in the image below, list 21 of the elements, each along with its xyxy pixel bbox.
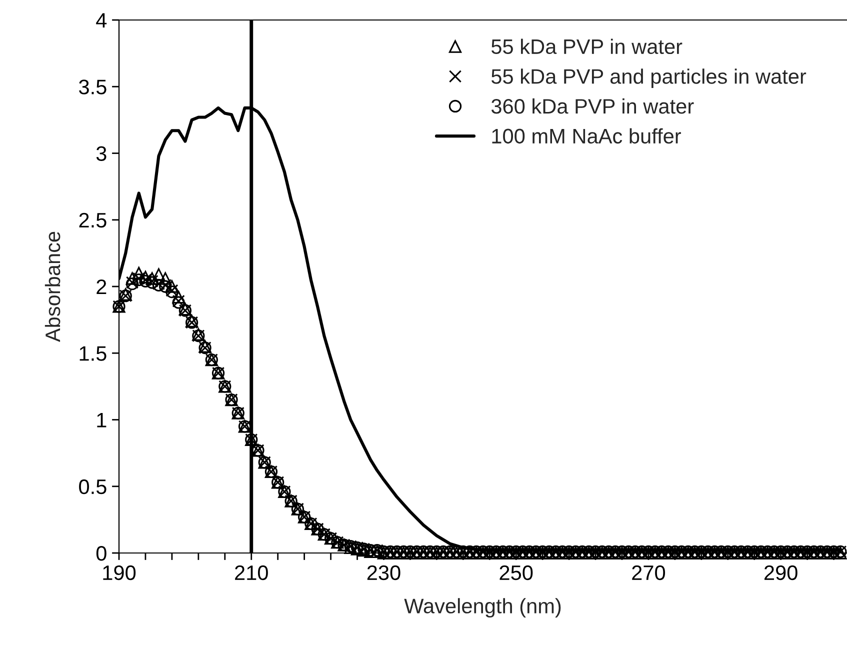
y-tick-label: 0 (96, 546, 106, 561)
y-tick-label: 2 (96, 280, 106, 294)
y-tick-label: 0.5 (79, 479, 106, 494)
legend-label: 360 kDa PVP in water (491, 98, 694, 114)
x-axis-title: Wavelength (nm) (404, 598, 561, 618)
y-axis-title: Absorbance (44, 232, 60, 342)
y-tick-label: 4 (96, 13, 107, 28)
legend-label: 100 mM NaAc buffer (492, 128, 681, 144)
x-tick-label: 210 (235, 565, 268, 580)
y-tick-label: 2.5 (79, 212, 106, 228)
legend-label: 55 kDa PVP in water (491, 38, 682, 54)
legend-label: 55 kDa PVP and particles in water (491, 68, 806, 88)
x-tick-label: 290 (764, 565, 798, 580)
x-tick-label: 190 (103, 565, 136, 580)
y-tick-label: 3.5 (79, 80, 106, 94)
x-tick-label: 250 (500, 565, 533, 580)
x-tick-label: 270 (632, 565, 666, 580)
y-tick-label: 1.5 (80, 346, 106, 361)
y-tick-label: 1 (97, 412, 106, 428)
x-tick-label: 230 (367, 565, 400, 580)
y-tick-label: 3 (96, 146, 106, 162)
